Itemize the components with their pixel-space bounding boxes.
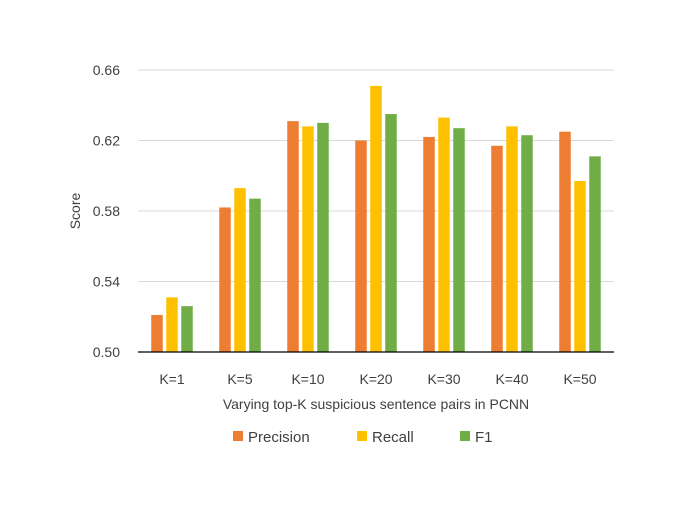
bar-precision-k30 bbox=[423, 136, 435, 352]
legend-label-precision: Precision bbox=[248, 429, 310, 446]
y-tick-label: 0.66 bbox=[93, 62, 120, 78]
y-tick-labels: 0.50 0.54 0.58 0.62 0.66 bbox=[93, 62, 120, 360]
bar-recall-k1 bbox=[166, 297, 178, 352]
x-tick-label: K=10 bbox=[291, 371, 324, 387]
legend-swatch-recall bbox=[357, 431, 367, 441]
x-tick-label: K=50 bbox=[563, 371, 596, 387]
bar-f1-k5 bbox=[249, 198, 261, 352]
y-tick-label: 0.58 bbox=[93, 203, 120, 219]
bar-precision-k1 bbox=[151, 314, 163, 352]
x-tick-labels: K=1 K=5 K=10 K=20 K=30 K=40 K=50 bbox=[159, 371, 596, 387]
x-tick-label: K=30 bbox=[427, 371, 460, 387]
x-tick-label: K=20 bbox=[359, 371, 392, 387]
y-tick-label: 0.62 bbox=[93, 133, 120, 149]
legend-label-f1: F1 bbox=[475, 429, 493, 446]
legend-label-recall: Recall bbox=[372, 429, 414, 446]
y-tick-label: 0.54 bbox=[93, 274, 120, 290]
bar-recall-k20 bbox=[370, 85, 382, 353]
y-axis-title: Score bbox=[67, 193, 83, 230]
bar-precision-k40 bbox=[491, 145, 503, 352]
bar-precision-k50 bbox=[559, 131, 571, 352]
legend-swatch-f1 bbox=[460, 431, 470, 441]
bar-f1-k20 bbox=[385, 114, 397, 352]
x-tick-label: K=5 bbox=[227, 371, 253, 387]
x-tick-label: K=1 bbox=[159, 371, 185, 387]
bar-precision-k20 bbox=[355, 140, 367, 352]
bar-recall-k10 bbox=[302, 126, 314, 353]
bars bbox=[151, 85, 601, 353]
y-tick-label: 0.50 bbox=[93, 344, 120, 360]
legend-swatch-precision bbox=[233, 431, 243, 441]
bar-precision-k5 bbox=[219, 207, 231, 352]
bar-f1-k1 bbox=[181, 306, 193, 352]
bar-recall-k30 bbox=[438, 117, 450, 353]
bar-recall-k5 bbox=[234, 188, 246, 352]
bar-f1-k50 bbox=[589, 156, 601, 352]
x-axis-title: Varying top-K suspicious sentence pairs … bbox=[223, 396, 529, 412]
bar-f1-k10 bbox=[317, 122, 329, 352]
bar-recall-k40 bbox=[506, 126, 518, 353]
bar-precision-k10 bbox=[287, 121, 299, 352]
bar-f1-k40 bbox=[521, 135, 533, 352]
bar-f1-k30 bbox=[453, 128, 465, 352]
x-tick-label: K=40 bbox=[495, 371, 528, 387]
legend: Precision Recall F1 bbox=[233, 429, 493, 446]
bar-recall-k50 bbox=[574, 181, 586, 352]
